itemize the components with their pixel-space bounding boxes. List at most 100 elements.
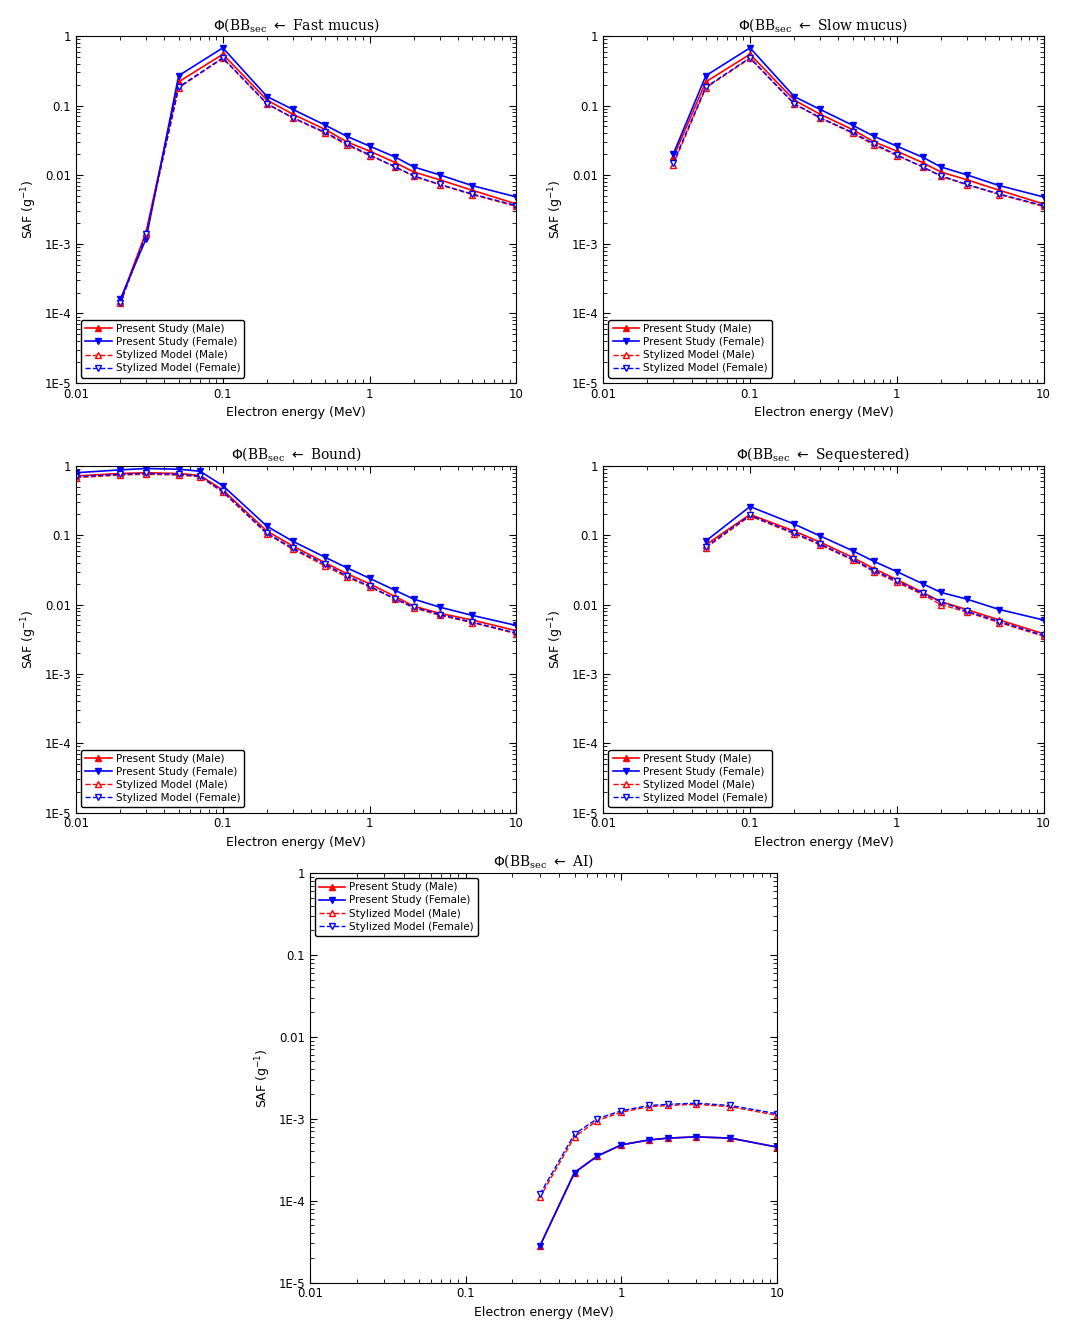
Stylized Model (Male) — [216, 50, 229, 66]
Present Study (Female) — [960, 167, 973, 183]
Stylized Model (Male) — [960, 177, 973, 193]
Present Study (Male) — [846, 121, 859, 137]
Stylized Model (Male) — [114, 295, 127, 312]
Stylized Model (Female) — [699, 539, 712, 555]
Stylized Model (Female) — [465, 185, 478, 201]
Stylized Model (Female) — [261, 95, 274, 111]
Present Study (Male) — [114, 466, 127, 482]
Stylized Model (Male) — [867, 137, 880, 153]
Stylized Model (Female) — [916, 158, 929, 175]
Present Study (Male) — [615, 1136, 628, 1152]
Stylized Model (Male) — [139, 226, 152, 242]
Present Study (Male) — [699, 537, 712, 553]
Stylized Model (Male) — [286, 541, 299, 557]
Present Study (Male) — [261, 93, 274, 109]
Line: Present Study (Male): Present Study (Male) — [73, 469, 520, 634]
Present Study (Female) — [363, 571, 376, 587]
Present Study (Male) — [408, 164, 421, 180]
Stylized Model (Female) — [172, 79, 185, 95]
Present Study (Female) — [569, 1164, 582, 1180]
Stylized Model (Female) — [662, 1096, 675, 1112]
Present Study (Male) — [139, 224, 152, 240]
Title: $\Phi$(BB$_\mathregular{sec}$ $\leftarrow$ Bound): $\Phi$(BB$_\mathregular{sec}$ $\leftarro… — [230, 446, 362, 463]
Stylized Model (Male) — [846, 125, 859, 141]
Y-axis label: SAF (g$^{-1}$): SAF (g$^{-1}$) — [547, 180, 566, 239]
Stylized Model (Female) — [935, 168, 948, 184]
Stylized Model (Female) — [890, 146, 903, 163]
Stylized Model (Female) — [193, 469, 207, 485]
Present Study (Male) — [916, 154, 929, 171]
Stylized Model (Female) — [590, 1111, 603, 1127]
Stylized Model (Female) — [846, 125, 859, 141]
Present Study (Male) — [867, 134, 880, 150]
Present Study (Female) — [286, 101, 299, 117]
Stylized Model (Male) — [771, 1107, 784, 1123]
Stylized Model (Female) — [286, 540, 299, 556]
Present Study (Male) — [261, 522, 274, 539]
Legend: Present Study (Male), Present Study (Female), Stylized Model (Male), Stylized Mo: Present Study (Male), Present Study (Fem… — [609, 320, 772, 377]
Present Study (Female) — [139, 461, 152, 477]
Present Study (Female) — [744, 498, 757, 514]
Present Study (Male) — [813, 535, 826, 551]
Present Study (Female) — [340, 560, 353, 576]
Present Study (Male) — [771, 1139, 784, 1155]
Present Study (Female) — [960, 591, 973, 607]
Stylized Model (Female) — [510, 197, 523, 214]
Present Study (Male) — [389, 588, 402, 604]
Stylized Model (Male) — [534, 1189, 547, 1205]
Stylized Model (Male) — [916, 587, 929, 603]
Present Study (Female) — [261, 89, 274, 105]
Line: Present Study (Female): Present Study (Female) — [670, 44, 1047, 200]
Y-axis label: SAF (g$^{-1}$): SAF (g$^{-1}$) — [20, 180, 39, 239]
Stylized Model (Female) — [510, 624, 523, 641]
Present Study (Male) — [139, 465, 152, 481]
Present Study (Male) — [389, 154, 402, 171]
Present Study (Female) — [172, 461, 185, 477]
Present Study (Male) — [666, 149, 679, 165]
Stylized Model (Male) — [286, 110, 299, 126]
Present Study (Female) — [699, 533, 712, 549]
X-axis label: Electron energy (MeV): Electron energy (MeV) — [226, 835, 366, 849]
Present Study (Female) — [916, 576, 929, 592]
Present Study (Male) — [890, 572, 903, 588]
Present Study (Male) — [70, 467, 83, 483]
Stylized Model (Female) — [70, 469, 83, 485]
Stylized Model (Female) — [689, 1095, 702, 1111]
Present Study (Male) — [286, 539, 299, 555]
Present Study (Male) — [935, 164, 948, 180]
Present Study (Female) — [590, 1148, 603, 1164]
Present Study (Male) — [433, 172, 446, 188]
Line: Stylized Model (Male): Stylized Model (Male) — [73, 471, 520, 637]
Present Study (Male) — [433, 606, 446, 622]
Stylized Model (Female) — [867, 136, 880, 152]
Present Study (Female) — [699, 67, 712, 83]
Present Study (Female) — [70, 465, 83, 481]
Stylized Model (Female) — [408, 168, 421, 184]
Stylized Model (Male) — [846, 552, 859, 568]
Stylized Model (Male) — [216, 483, 229, 500]
Stylized Model (Female) — [666, 154, 679, 171]
Stylized Model (Male) — [340, 137, 353, 153]
X-axis label: Electron energy (MeV): Electron energy (MeV) — [226, 406, 366, 419]
Y-axis label: SAF (g$^{-1}$): SAF (g$^{-1}$) — [547, 610, 566, 669]
Y-axis label: SAF (g$^{-1}$): SAF (g$^{-1}$) — [253, 1048, 273, 1108]
Present Study (Male) — [569, 1164, 582, 1180]
Present Study (Male) — [992, 183, 1005, 199]
Stylized Model (Female) — [1037, 627, 1050, 643]
Line: Present Study (Female): Present Study (Female) — [702, 504, 1047, 623]
Present Study (Female) — [867, 128, 880, 144]
Stylized Model (Male) — [992, 187, 1005, 203]
Stylized Model (Male) — [569, 1129, 582, 1146]
Stylized Model (Female) — [744, 508, 757, 524]
Present Study (Male) — [890, 144, 903, 160]
Line: Stylized Model (Male): Stylized Model (Male) — [702, 513, 1047, 639]
Line: Stylized Model (Male): Stylized Model (Male) — [670, 55, 1047, 210]
Stylized Model (Female) — [992, 185, 1005, 201]
Present Study (Male) — [992, 612, 1005, 629]
Present Study (Female) — [846, 117, 859, 133]
Present Study (Female) — [114, 462, 127, 478]
Stylized Model (Male) — [433, 177, 446, 193]
Line: Present Study (Female): Present Study (Female) — [73, 465, 520, 629]
Stylized Model (Female) — [261, 525, 274, 541]
Present Study (Male) — [340, 565, 353, 582]
